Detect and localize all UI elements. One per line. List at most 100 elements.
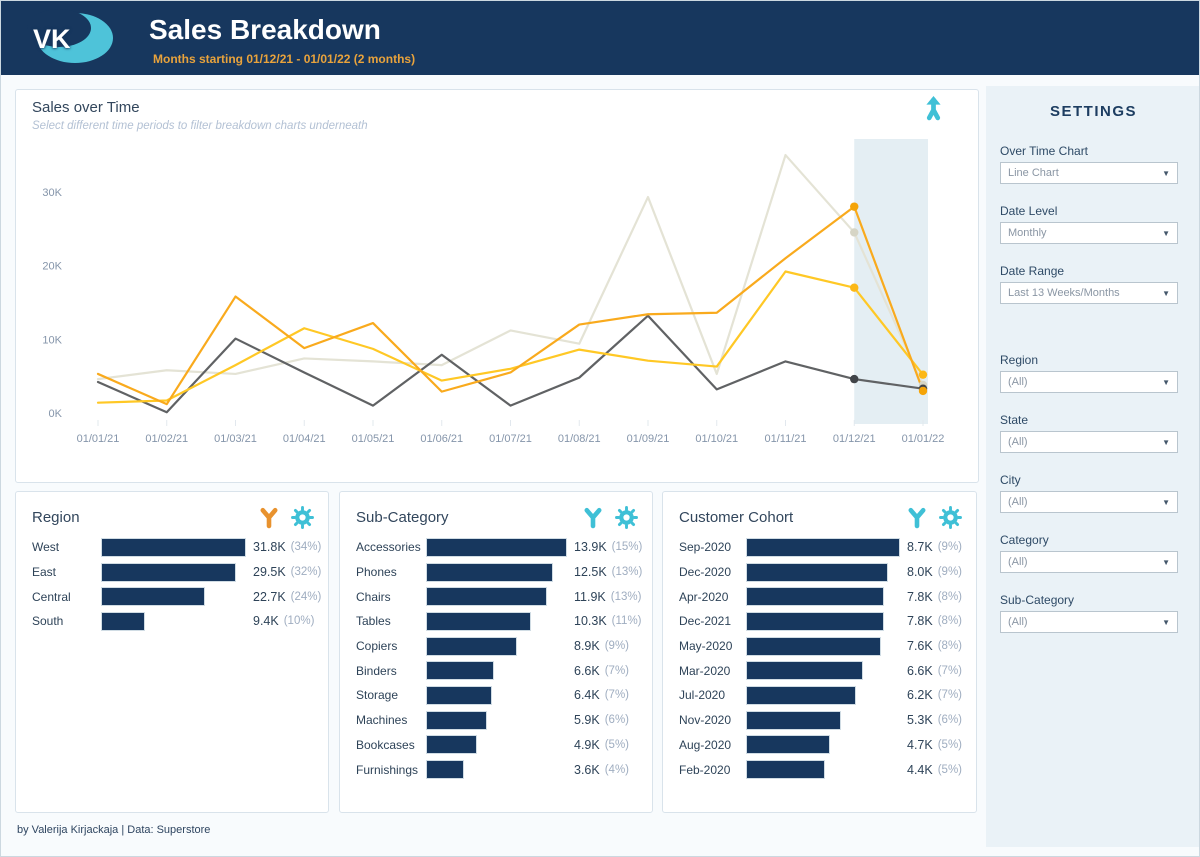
filter-y-icon[interactable] [581, 505, 605, 529]
filter-dropdown[interactable]: (All) ▼ [1000, 491, 1178, 513]
filter-dropdown[interactable]: (All) ▼ [1000, 371, 1178, 393]
bar-track [747, 761, 899, 779]
bar-percent: (24%) [290, 590, 322, 603]
bar-row[interactable]: Central 22.7K (24%) [32, 584, 324, 609]
bar[interactable] [427, 662, 493, 680]
sales-line-chart[interactable]: 0K 10K 20K 30K 01/01/21 01/02/21 01/03/21 01/04… [16, 90, 978, 482]
bar-label: South [32, 614, 64, 629]
bar[interactable] [747, 761, 824, 779]
settings-sidebar: SETTINGS Over Time Chart Line Chart ▼ Da… [986, 86, 1199, 847]
bar[interactable] [427, 538, 566, 556]
bar-track [747, 538, 899, 556]
bar-row[interactable]: Sep-2020 8.7K (9%) [679, 535, 972, 560]
y-axis-label: 30K [42, 187, 62, 199]
bar[interactable] [427, 761, 463, 779]
bar[interactable] [427, 612, 530, 630]
page-subtitle: Months starting 01/12/21 - 01/01/22 (2 m… [153, 52, 416, 66]
bar-row[interactable]: Tables 10.3K (11%) [356, 609, 648, 634]
bar-row[interactable]: May-2020 7.6K (8%) [679, 634, 972, 659]
bar-row[interactable]: Jul-2020 6.2K (7%) [679, 683, 972, 708]
bar-row[interactable]: Aug-2020 4.7K (5%) [679, 733, 972, 758]
x-axis-label: 01/07/21 [489, 433, 532, 445]
filter-group: Region (All) ▼ [1000, 353, 1178, 393]
filter-dropdown[interactable]: Monthly ▼ [1000, 222, 1178, 244]
merge-arrows-icon[interactable] [920, 95, 947, 130]
bar-value: 22.7K [253, 589, 286, 604]
filter-label: Date Range [1000, 264, 1065, 278]
bar-row[interactable]: Nov-2020 5.3K (6%) [679, 708, 972, 733]
gear-icon[interactable] [938, 505, 963, 530]
bar[interactable] [102, 538, 245, 556]
filter-y-icon[interactable] [905, 505, 929, 529]
bar[interactable] [427, 711, 486, 729]
bar-row[interactable]: Apr-2020 7.8K (8%) [679, 584, 972, 609]
bar-row[interactable]: Bookcases 4.9K (5%) [356, 733, 648, 758]
bar-row[interactable]: West 31.8K (34%) [32, 535, 324, 560]
bar-row[interactable]: Chairs 11.9K (13%) [356, 584, 648, 609]
bar[interactable] [747, 612, 884, 630]
bar-row[interactable]: Binders 6.6K (7%) [356, 658, 648, 683]
sales-over-time-panel: 0K 10K 20K 30K 01/01/21 01/02/21 01/03/21 01/04… [15, 89, 979, 483]
bar-row[interactable]: South 9.4K (10%) [32, 609, 324, 634]
bar-row[interactable]: Dec-2020 8.0K (9%) [679, 560, 972, 585]
selected-period-band [854, 139, 928, 424]
bar[interactable] [747, 538, 899, 556]
x-axis-label: 01/08/21 [558, 433, 601, 445]
cohort-bar-list: Sep-2020 8.7K (9%) Dec-2020 8.0K (9%) Ap… [679, 535, 972, 782]
filter-dropdown[interactable]: Last 13 Weeks/Months ▼ [1000, 282, 1178, 304]
bar-row[interactable]: Feb-2020 4.4K (5%) [679, 757, 972, 782]
bar[interactable] [747, 686, 856, 704]
bar-value: 8.0K [907, 565, 933, 580]
filter-dropdown[interactable]: (All) ▼ [1000, 551, 1178, 573]
bar-row[interactable]: Accessories 13.9K (15%) [356, 535, 648, 560]
bar[interactable] [747, 637, 880, 655]
y-axis-label: 0K [49, 408, 63, 420]
bar-row[interactable]: Copiers 8.9K (9%) [356, 634, 648, 659]
bar-row[interactable]: Machines 5.9K (6%) [356, 708, 648, 733]
subcategory-panel-header: Sub-Category [356, 503, 639, 531]
filter-dropdown[interactable]: (All) ▼ [1000, 431, 1178, 453]
bar-label: Binders [356, 663, 397, 678]
customer-cohort-panel: Customer Cohort [662, 491, 977, 813]
bar[interactable] [427, 736, 476, 754]
bar[interactable] [747, 662, 863, 680]
data-point-west [850, 202, 859, 211]
bar[interactable] [747, 711, 840, 729]
bar-row[interactable]: Storage 6.4K (7%) [356, 683, 648, 708]
filter-y-icon[interactable] [257, 505, 281, 529]
bar[interactable] [747, 588, 884, 606]
chart-title: Sales over Time [32, 99, 140, 116]
bar[interactable] [102, 588, 205, 606]
bar-row[interactable]: Furnishings 3.6K (4%) [356, 757, 648, 782]
bar[interactable] [427, 686, 491, 704]
bar-row[interactable]: Phones 12.5K (13%) [356, 560, 648, 585]
bar[interactable] [427, 637, 516, 655]
gear-icon[interactable] [290, 505, 315, 530]
bar-track [747, 612, 899, 630]
bar-track [747, 563, 899, 581]
bar-label: Jul-2020 [679, 688, 726, 703]
bar[interactable] [747, 563, 887, 581]
bar[interactable] [102, 612, 145, 630]
chevron-down-icon: ▼ [1162, 288, 1170, 298]
filter-dropdown[interactable]: Line Chart ▼ [1000, 162, 1178, 184]
bar-value: 10.3K [574, 614, 607, 629]
bar[interactable] [102, 563, 235, 581]
region-panel-icons [257, 505, 315, 530]
filter-group: State (All) ▼ [1000, 413, 1178, 453]
data-point-east [850, 228, 859, 237]
bar[interactable] [747, 736, 830, 754]
bar-row[interactable]: East 29.5K (32%) [32, 560, 324, 585]
bar-label: May-2020 [679, 639, 733, 654]
gear-icon[interactable] [614, 505, 639, 530]
bar[interactable] [427, 563, 552, 581]
filter-dropdown[interactable]: (All) ▼ [1000, 611, 1178, 633]
bar-row[interactable]: Mar-2020 6.6K (7%) [679, 658, 972, 683]
bar-row[interactable]: Dec-2021 7.8K (8%) [679, 609, 972, 634]
bar-track [427, 736, 566, 754]
page-title: Sales Breakdown [149, 14, 381, 45]
bar-percent: (8%) [937, 615, 962, 628]
chevron-down-icon: ▼ [1162, 497, 1170, 507]
bar[interactable] [427, 588, 546, 606]
bar-value: 4.9K [574, 737, 600, 752]
